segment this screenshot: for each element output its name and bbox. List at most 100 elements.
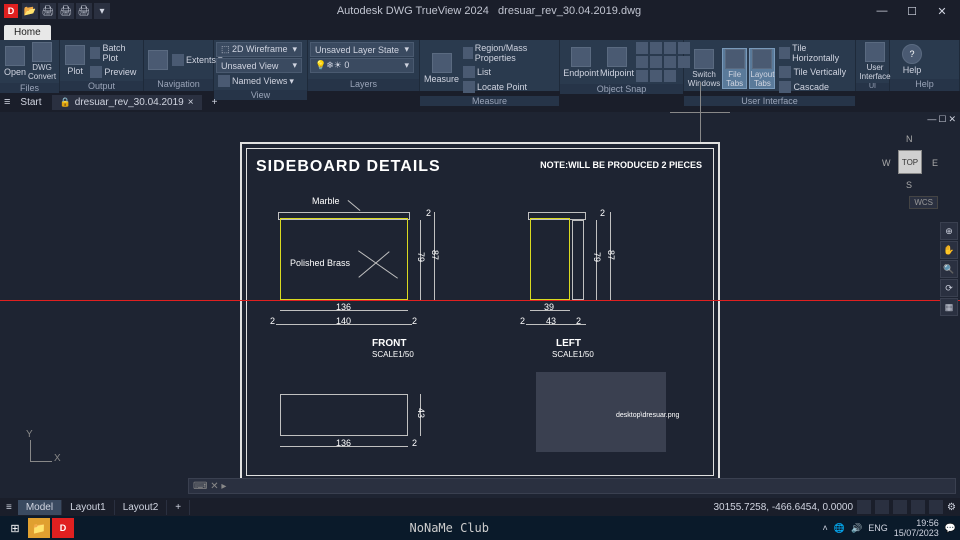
notifications-icon[interactable]: 💬 [945,523,956,534]
tile-h-button[interactable]: Tile Horizontally [777,42,851,64]
plot-button[interactable]: Plot [64,45,86,76]
user-interface-button[interactable]: UserInterface [860,42,890,81]
measure-button[interactable]: Measure [424,53,459,84]
clock-date[interactable]: 15/07/2023 [894,528,939,538]
qat-btn[interactable]: 🖨 [76,3,92,19]
layout2-tab[interactable]: Layout2 [115,500,168,515]
viewport-controls: — ☐ ✕ [927,114,956,125]
coordinates: 30155.7258, -466.6454, 0.0000 [713,502,853,513]
app-taskbar-icon[interactable]: D [52,518,74,538]
drawing-note: NOTE:WILL BE PRODUCED 2 PIECES [540,160,702,170]
layer-dropdown[interactable]: 💡❄☀ 0▾ [310,58,414,73]
settings-icon[interactable]: ⚙ [947,502,956,513]
list-button[interactable]: List [461,65,555,79]
ribbon-tabs: Home [0,22,960,40]
model-tabs: Model Layout1 Layout2 + [18,500,190,515]
locate-button[interactable]: Locate Point [461,80,555,94]
wcs-badge[interactable]: WCS [909,196,938,209]
showmotion-icon[interactable]: ▦ [940,298,958,316]
document-tab[interactable]: 🔒dresuar_rev_30.04.2019× [52,95,202,110]
layout1-tab[interactable]: Layout1 [62,500,115,515]
folder-icon [5,46,25,66]
pan-icon[interactable]: ✋ [940,241,958,259]
visual-style-dropdown[interactable]: ⬚ 2D Wireframe▾ [216,42,302,57]
layer-state-dropdown[interactable]: Unsaved Layer State▾ [310,42,414,57]
close-tab-icon[interactable]: × [188,97,194,108]
layout-tabs-button[interactable]: LayoutTabs [749,48,775,89]
preview-button[interactable]: Preview [88,65,139,79]
app-icon: D [4,4,18,18]
panel-measure: Measure Region/Mass Properties List Loca… [420,40,560,91]
command-line[interactable]: ⌨ ✕ ▸ [188,478,956,494]
measure-icon [432,53,452,73]
fullnav-icon[interactable]: ⊕ [940,222,958,240]
maximize-button[interactable]: ☐ [898,1,926,21]
navigation-bar: ⊕ ✋ 🔍 ⟳ ▦ [940,222,958,316]
clock-time[interactable]: 19:56 [894,518,939,528]
pan-button[interactable] [148,50,168,70]
open-button[interactable]: Open [4,46,26,77]
drawing-area[interactable]: — ☐ ✕ SIDEBOARD DETAILS NOTE:WILL BE PRO… [0,112,960,498]
zoom-icon[interactable]: 🔍 [940,260,958,278]
cascade-button[interactable]: Cascade [777,80,851,94]
menu-icon[interactable]: ≡ [0,502,18,513]
help-button[interactable]: ?Help [894,44,930,75]
named-views-button[interactable]: Named Views ▾ [216,74,305,88]
status-icon[interactable] [857,500,871,514]
language-indicator[interactable]: ENG [868,523,888,533]
close-button[interactable]: ✕ [928,1,956,21]
add-layout-button[interactable]: + [167,500,190,515]
dwg-convert-button[interactable]: DWGConvert [28,42,56,81]
midpoint-button[interactable]: Midpoint [600,47,634,78]
ribbon: Open DWGConvert Files Plot Batch Plot Pr… [0,40,960,92]
panel-object-snap: Endpoint Midpoint Object Snap [560,40,684,91]
switch-windows-button[interactable]: SwitchWindows [688,49,720,88]
start-button[interactable]: ⊞ [4,518,26,538]
status-icon[interactable] [929,500,943,514]
taskbar: ⊞ 📁 D NoNaMe Club ˄ 🌐 🔊 ENG 19:56 15/07/… [0,516,960,540]
tray-icon[interactable]: ˄ [823,523,828,533]
convert-icon [32,42,52,62]
batch-plot-button[interactable]: Batch Plot [88,42,139,64]
panel-help: ?Help Help [890,40,960,91]
panel-view: ⬚ 2D Wireframe▾ Unsaved View▾ Named View… [214,40,308,91]
vp-max-icon[interactable]: ☐ [938,114,946,125]
network-icon[interactable]: 🌐 [834,523,845,534]
window-controls: — ☐ ✕ [868,1,956,21]
preview-icon [90,66,102,78]
ribbon-tab-home[interactable]: Home [4,25,51,40]
start-tab[interactable]: Start [12,95,49,110]
orbit-icon[interactable]: ⟳ [940,279,958,297]
status-bar: ≡ Model Layout1 Layout2 + 30155.7258, -4… [0,498,960,516]
vp-close-icon[interactable]: ✕ [948,114,956,125]
new-tab-button[interactable]: + [204,95,226,110]
region-button[interactable]: Region/Mass Properties [461,42,555,64]
status-icon[interactable] [893,500,907,514]
titlebar: D 📂 🖨 🖨 🖨 ▾ Autodesk DWG TrueView 2024 d… [0,0,960,22]
callout-marble: Marble [312,196,340,206]
status-icon[interactable] [911,500,925,514]
menu-icon[interactable]: ≡ [4,96,10,108]
plot-icon [65,45,85,65]
qat-btn[interactable]: ▾ [94,3,110,19]
taskbar-brand: NoNaMe Club [76,521,823,535]
status-icon[interactable] [875,500,889,514]
vp-min-icon[interactable]: — [927,114,936,125]
view-dropdown[interactable]: Unsaved View▾ [216,58,302,73]
model-tab[interactable]: Model [18,500,62,515]
panel-files: Open DWGConvert Files [0,40,60,91]
tile-v-button[interactable]: Tile Vertically [777,65,851,79]
window-title: Autodesk DWG TrueView 2024 dresuar_rev_3… [110,5,868,17]
qat-btn[interactable]: 🖨 [58,3,74,19]
endpoint-button[interactable]: Endpoint [564,47,598,78]
explorer-icon[interactable]: 📁 [28,518,50,538]
qat-btn[interactable]: 🖨 [40,3,56,19]
guide-line [0,300,960,301]
drawing-title: SIDEBOARD DETAILS [256,158,441,176]
qat-btn[interactable]: 📂 [22,3,38,19]
volume-icon[interactable]: 🔊 [851,523,862,534]
minimize-button[interactable]: — [868,1,896,21]
file-tabs-button[interactable]: File Tabs [722,48,747,89]
viewcube[interactable]: TOP N S W E [880,132,940,192]
pan-icon [148,50,168,70]
